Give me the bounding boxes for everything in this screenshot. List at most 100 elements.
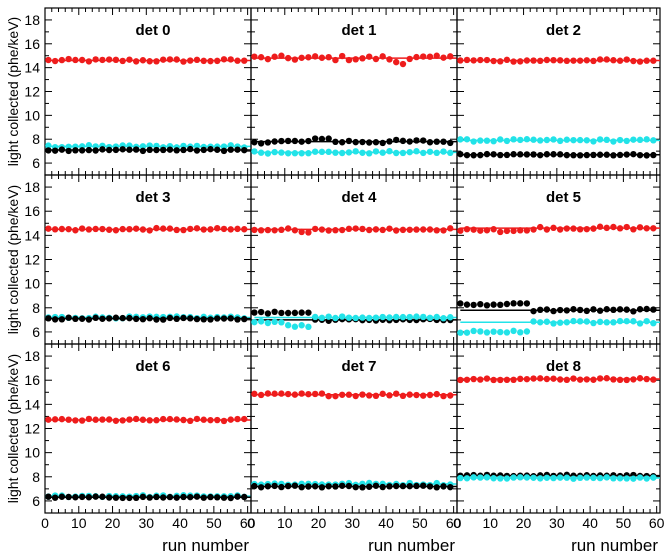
data-point-cyan [311,313,319,321]
data-point-cyan [576,136,584,144]
data-point-cyan [503,329,511,336]
data-point-black [517,151,524,158]
data-point-cyan [345,314,353,321]
data-point-cyan [463,329,471,336]
data-point-red [590,57,597,65]
data-point-red [610,376,617,383]
data-point-black [563,151,571,159]
data-point-cyan [636,136,644,144]
data-point-black [426,483,434,490]
data-point-black [207,493,214,501]
y-tick-label: 16 [24,372,40,388]
y-tick-label: 6 [32,324,40,340]
data-point-cyan [271,318,278,326]
y-tick-label: 12 [24,84,40,100]
data-point-black [365,139,373,146]
data-point-red [298,228,305,236]
y-axis-title: light collected (phe/keV) [5,17,21,166]
data-point-black [105,146,113,154]
data-point-cyan [359,149,366,156]
data-point-red [530,57,537,64]
data-point-red [345,225,353,233]
data-point-black [623,306,630,313]
data-point-black [616,306,624,313]
data-point-red [220,225,228,233]
data-point-black [576,306,584,314]
data-point-cyan [470,474,477,481]
data-point-cyan [433,313,440,321]
data-point-black [105,315,113,322]
data-point-red [386,225,393,232]
data-point-black [251,139,258,146]
data-point-black [447,139,454,147]
data-point-cyan [523,328,531,335]
y-tick-label: 14 [24,396,40,412]
data-point-black [590,306,597,313]
data-point-red [85,226,93,233]
data-point-red [132,415,140,423]
data-point-red [227,226,234,233]
data-point-red [200,226,207,233]
x-tick-label: 40 [172,515,188,531]
data-point-cyan [338,149,346,157]
data-point-black [153,146,160,154]
data-point-cyan [463,136,471,143]
data-point-cyan [616,475,624,482]
data-point-black [523,300,531,307]
data-point-black [65,493,72,501]
data-point-black [257,484,265,491]
data-point-red [45,416,52,423]
data-point-red [530,375,537,382]
x-tick-label: 30 [139,515,155,531]
data-point-black [257,140,265,147]
data-point-black [610,306,617,314]
data-point-red [570,375,577,382]
data-point-red [278,52,285,59]
data-point-black [51,316,59,323]
data-point-black [159,146,167,154]
data-point-black [550,307,557,315]
data-point-red [596,223,604,230]
data-point-red [596,56,604,63]
data-point-red [311,390,319,398]
data-point-red [318,390,326,397]
data-point-cyan [596,318,604,326]
data-point-black [166,146,174,153]
data-point-black [372,482,380,489]
data-point-black [630,150,637,158]
data-point-black [590,151,597,159]
data-point-cyan [345,149,353,156]
x-tick-label: 0 [41,515,49,531]
data-point-red [153,417,160,424]
data-point-red [583,225,590,233]
panel-3: 6 8 10 12 14 16 18 det 3 [24,174,252,345]
data-point-red [207,416,214,424]
data-point-red [563,57,571,65]
x-tick-label: 50 [412,515,428,531]
data-point-black [490,301,497,308]
data-point-cyan [365,150,373,157]
data-point-red [251,390,258,398]
data-point-red [159,56,167,63]
x-tick-label: 0 [453,515,461,531]
data-point-black [386,483,393,490]
data-point-black [234,146,241,153]
x-tick-label: 60 [446,515,462,531]
data-point-cyan [583,474,590,481]
data-point-red [447,53,454,60]
data-point-red [345,391,353,398]
y-tick-label: 8 [32,131,40,147]
data-point-cyan [570,317,577,325]
data-point-cyan [490,137,497,145]
data-point-red [556,376,564,383]
data-point-cyan [497,328,504,336]
data-point-red [590,225,597,232]
data-point-red [271,53,278,60]
data-point-cyan [650,474,657,481]
data-point-black [99,315,106,322]
data-point-red [365,392,373,399]
data-point-red [65,416,72,423]
data-point-red [241,415,248,423]
data-point-black [517,300,524,307]
data-point-black [386,138,393,145]
